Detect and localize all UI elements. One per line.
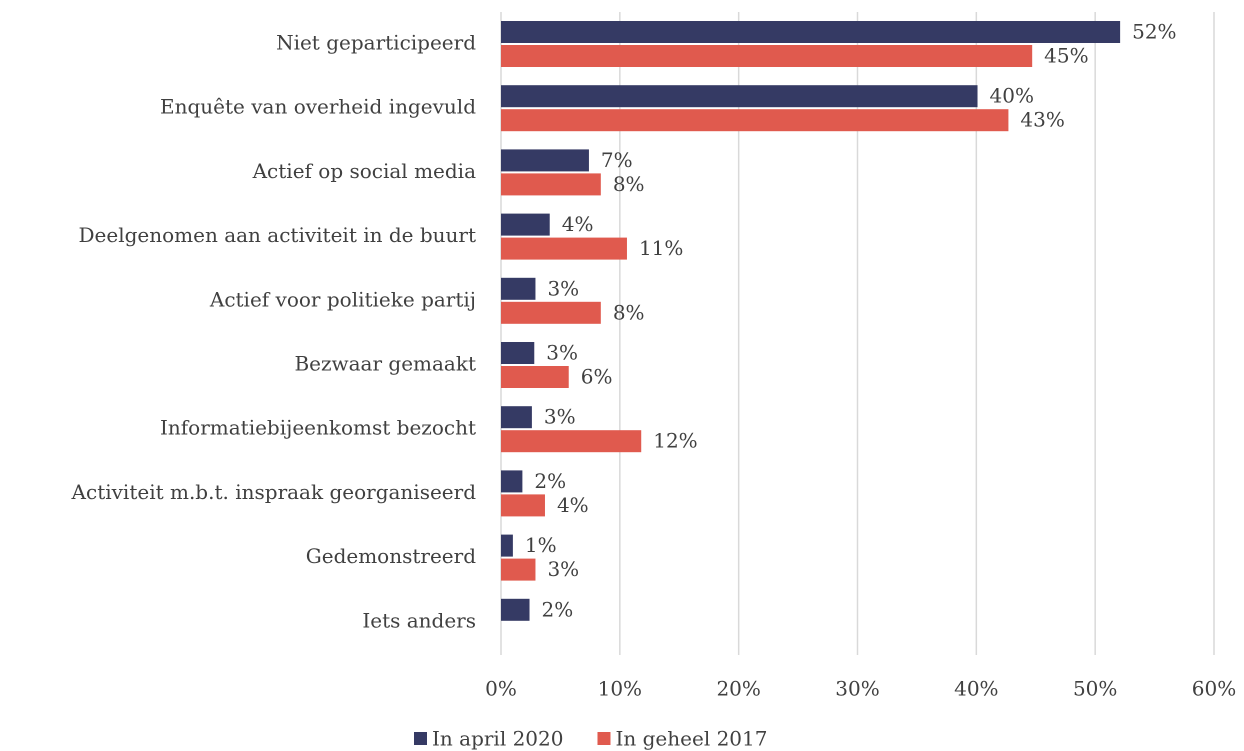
category-label: Actief op social media [252, 159, 476, 183]
value-label: 3% [544, 405, 576, 429]
x-tick-label: 20% [716, 677, 760, 701]
x-tick-label: 0% [485, 677, 517, 701]
category-label: Activiteit m.b.t. inspraak georganiseerd [71, 480, 477, 504]
category-label: Gedemonstreerd [306, 544, 476, 568]
bar [501, 109, 1009, 132]
bar [501, 430, 642, 453]
value-label: 2% [542, 597, 574, 621]
value-label: 43% [1020, 108, 1064, 132]
x-tick-label: 10% [598, 677, 642, 701]
bar [501, 342, 535, 364]
category-label: Deelgenomen aan activiteit in de buurt [79, 223, 477, 247]
legend-label: In geheel 2017 [615, 727, 767, 751]
value-label: 3% [547, 557, 579, 581]
value-label: 40% [990, 84, 1034, 108]
value-label: 12% [653, 429, 697, 453]
bar [501, 558, 536, 581]
value-label: 11% [639, 236, 683, 260]
value-label: 4% [557, 493, 589, 517]
value-label: 3% [547, 276, 579, 300]
bar [501, 470, 523, 493]
bar [501, 494, 545, 517]
x-tick-label: 50% [1073, 677, 1117, 701]
bar [501, 406, 532, 429]
category-label: Enquête van overheid ingevuld [160, 95, 476, 119]
x-tick-label: 30% [835, 677, 879, 701]
category-label: Iets anders [362, 608, 476, 632]
legend-label: In april 2020 [432, 727, 563, 751]
legend-swatch [597, 732, 611, 745]
x-tick-label: 60% [1192, 677, 1236, 701]
value-label: 1% [525, 533, 557, 557]
value-label: 7% [601, 148, 633, 172]
value-label: 4% [562, 212, 594, 236]
bar [501, 21, 1121, 43]
bar [501, 85, 978, 108]
category-label: Bezwaar gemaakt [294, 352, 476, 376]
value-label: 45% [1044, 44, 1088, 68]
category-label: Actief voor politieke partij [209, 287, 476, 311]
bar [501, 213, 550, 236]
value-label: 3% [546, 341, 578, 365]
bar [501, 45, 1033, 67]
category-label: Informatiebijeenkomst bezocht [160, 416, 476, 440]
value-label: 2% [534, 469, 566, 493]
bar [501, 277, 536, 300]
value-label: 8% [613, 300, 645, 324]
bar [501, 366, 569, 388]
bar [501, 237, 627, 260]
bar [501, 149, 589, 172]
category-label: Niet geparticipeerd [276, 31, 476, 55]
bar [501, 301, 601, 324]
value-label: 6% [581, 365, 613, 389]
bar [501, 173, 601, 196]
value-label: 8% [613, 172, 645, 196]
bar [501, 598, 530, 621]
x-tick-label: 40% [954, 677, 998, 701]
value-label: 52% [1132, 20, 1176, 44]
legend-swatch [414, 732, 427, 745]
bar [501, 534, 513, 557]
